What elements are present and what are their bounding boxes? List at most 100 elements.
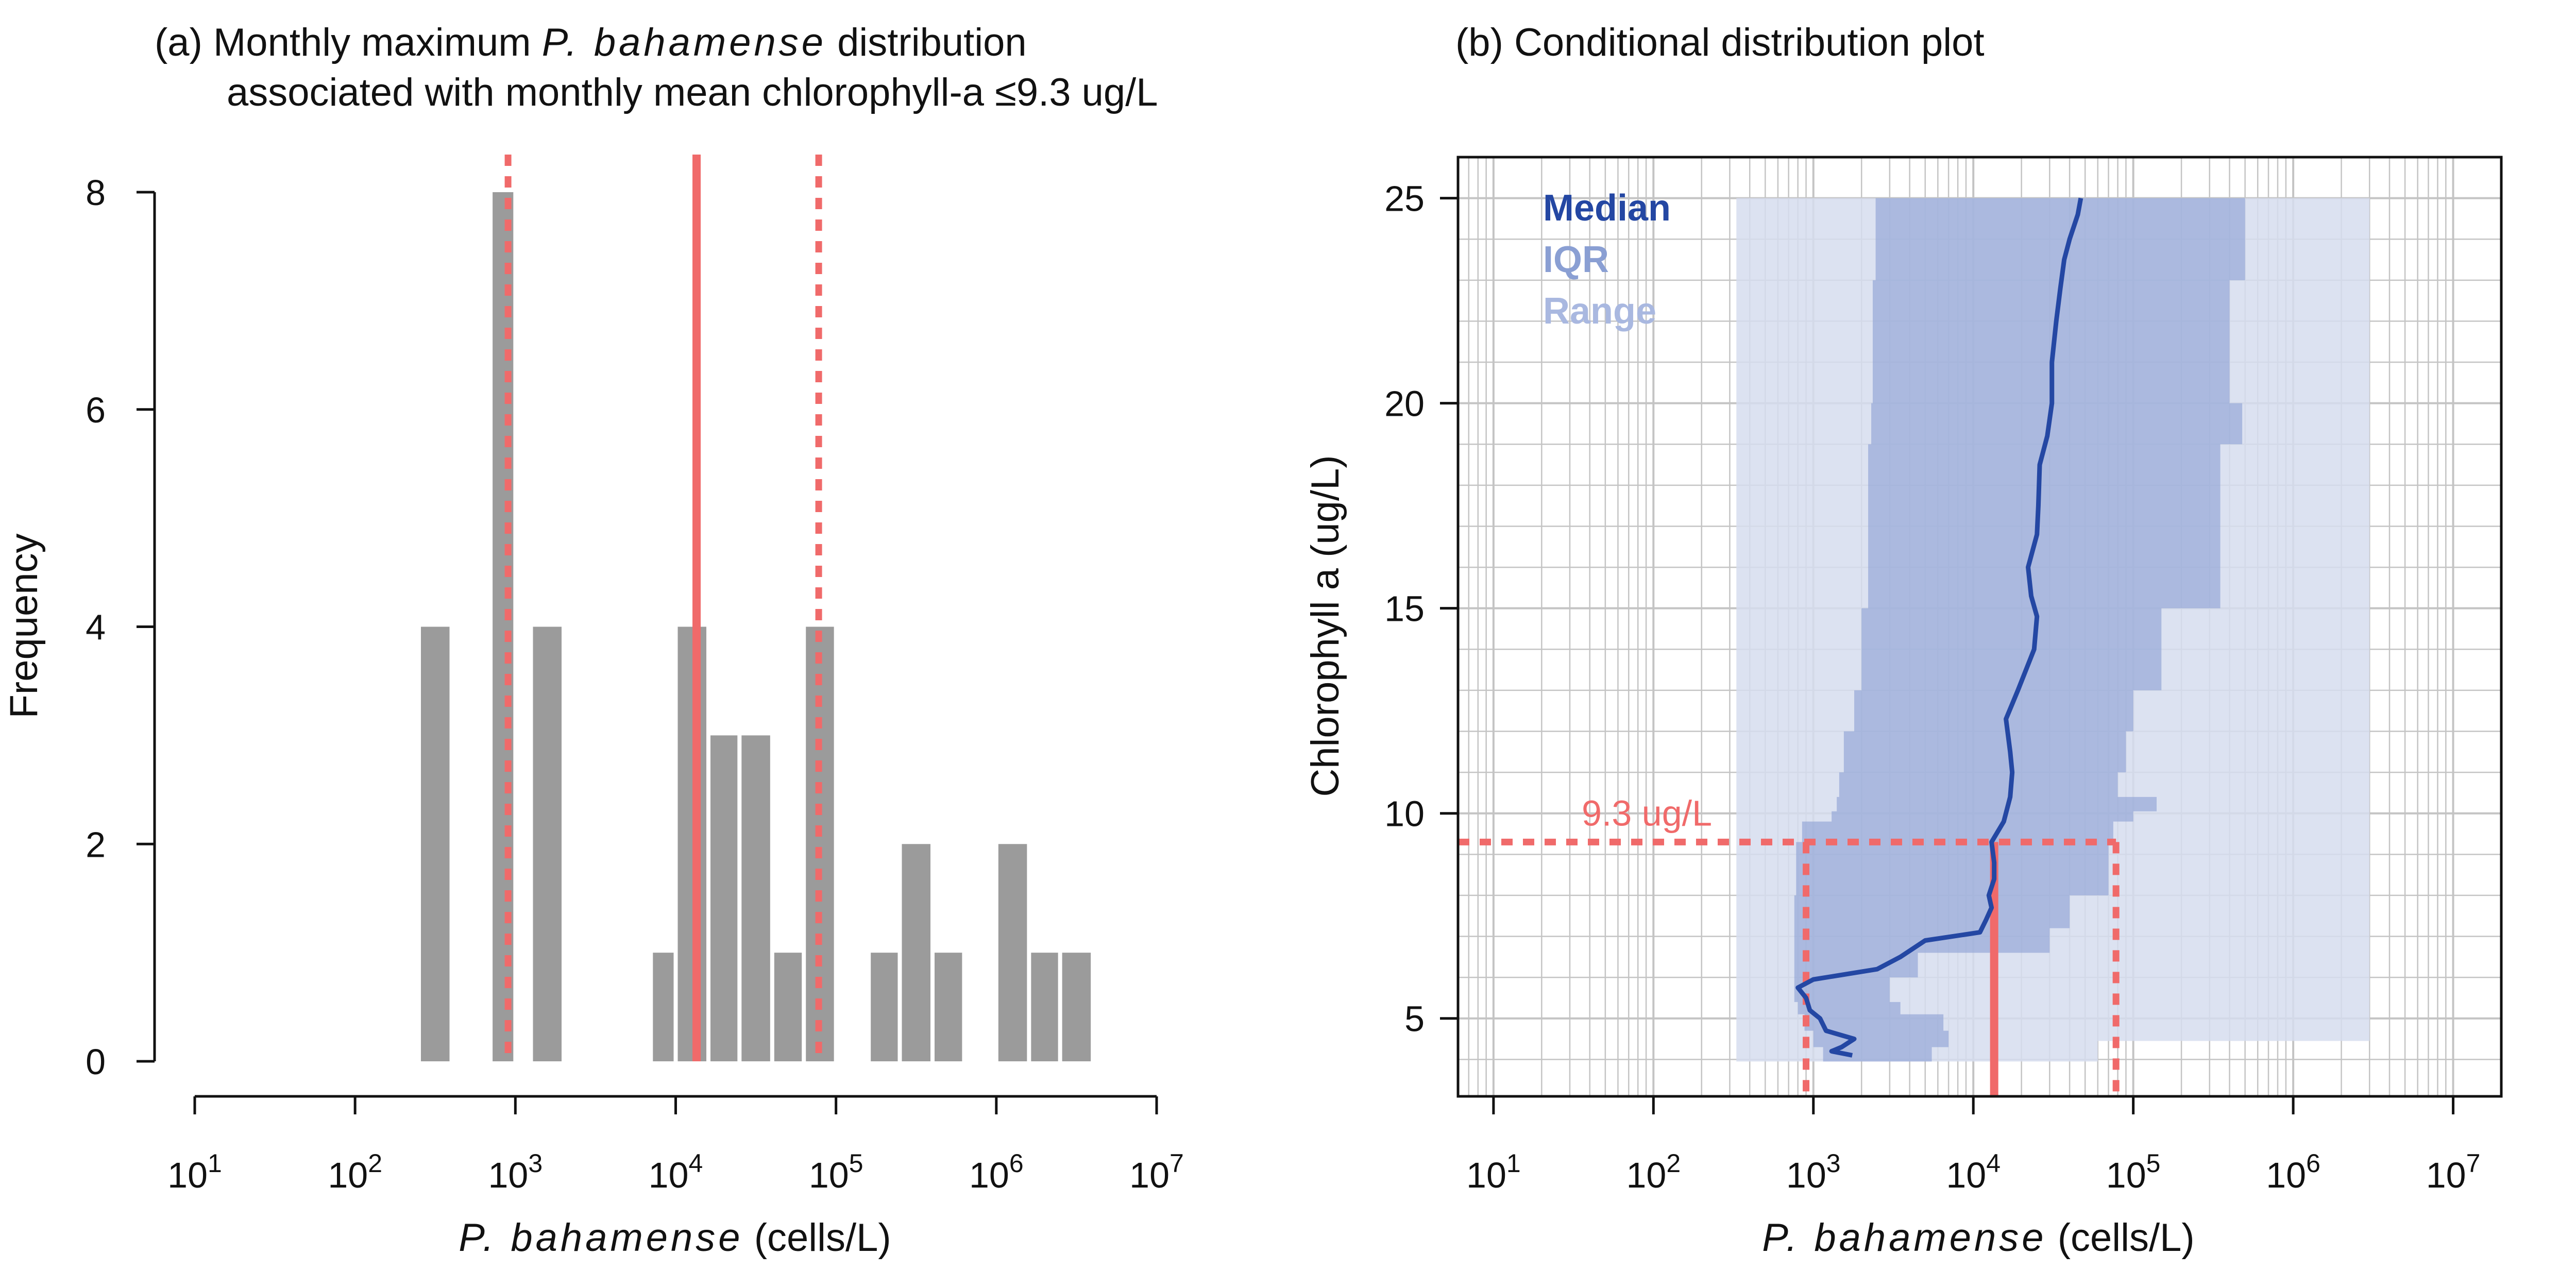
panel-b-y-tick-label-3: 20: [1384, 384, 1425, 424]
histogram-bar-6: [741, 735, 770, 1061]
panel-b-x-axis-title: P. bahamense (cells/L): [1762, 1216, 2194, 1260]
histogram-bar-7: [774, 953, 802, 1061]
panel-a-x-tick-label-6-base: 10: [1129, 1155, 1170, 1195]
panel-a-x-tick-label-3: 104: [649, 1149, 703, 1195]
panel-b-x-tick-label-6: 107: [2426, 1149, 2481, 1195]
panel-b-y-tick-label-0: 5: [1404, 999, 1425, 1039]
histogram-bar-9: [871, 953, 898, 1061]
panel-a-x-tick-label-5: 106: [969, 1149, 1024, 1195]
panel-b-x-tick-label-4: 105: [2106, 1149, 2161, 1195]
panel-b-x-axis: 101 102 103 104 105 106 107: [1466, 1096, 2480, 1195]
panel-b-x-tick-label-5: 106: [2266, 1149, 2320, 1195]
panel-b-x-tick-label-2-base: 10: [1786, 1155, 1826, 1195]
histogram-bar-5: [710, 735, 738, 1061]
panel-b-x-tick-label-1-exp: 2: [1666, 1149, 1681, 1178]
panel-a-y-tick-label-4: 8: [86, 173, 106, 213]
panel-a-x-tick-label-6: 107: [1129, 1149, 1184, 1195]
panel-b-y-tick-label-1: 10: [1384, 794, 1425, 834]
panel-a-y-tick-label-2: 4: [86, 607, 106, 648]
panel-b-bands: [1736, 198, 2370, 1062]
panel-b-x-tick-label-5-base: 10: [2266, 1155, 2306, 1195]
histogram-bar-1: [493, 192, 514, 1061]
panel-b-x-tick-label-2-exp: 3: [1826, 1149, 1841, 1178]
panel-a-x-axis-title-rest: (cells/L): [743, 1216, 891, 1260]
panel-b-iqr-band: [1794, 198, 2269, 1062]
panel-b-x-tick-label-2: 103: [1786, 1149, 1841, 1195]
panel-a-x-axis-title: P. bahamense (cells/L): [459, 1216, 891, 1260]
panel-a-x-tick-label-3-exp: 4: [689, 1149, 703, 1178]
panel-a-x-tick-label-4-base: 10: [809, 1155, 849, 1195]
panel-b-threshold-label: 9.3 ug/L: [1582, 793, 1712, 833]
panel-b-x-tick-label-3: 104: [1946, 1149, 2001, 1195]
panel-b-x-tick-label-3-exp: 4: [1986, 1149, 2001, 1178]
panel-b-x-tick-label-5-exp: 6: [2306, 1149, 2320, 1178]
panel-a-x-tick-label-5-exp: 6: [1009, 1149, 1024, 1178]
panel-a-x-tick-label-1-exp: 2: [368, 1149, 382, 1178]
panel-a-x-tick-label-5-base: 10: [969, 1155, 1009, 1195]
panel-b-legend-item-0: Median: [1543, 188, 1671, 229]
histogram-bar-8: [806, 626, 834, 1061]
panel-b-x-tick-label-0: 101: [1466, 1149, 1521, 1195]
panel-b-x-tick-label-4-exp: 5: [2146, 1149, 2161, 1178]
panel-a-y-tick-label-0: 0: [86, 1042, 106, 1082]
panel-b-y-tick-label-4: 25: [1384, 179, 1425, 219]
panel-b-plot-frame: [1456, 156, 2503, 1098]
panel-b-x-axis-title-italic: P. bahamense: [1762, 1216, 2046, 1260]
histogram-bar-10: [902, 844, 931, 1061]
panel-b-x-tick-label-6-exp: 7: [2466, 1149, 2481, 1178]
panel-b-y-tick-label-2: 15: [1384, 589, 1425, 629]
panel-a-title-suffix: distribution: [826, 21, 1027, 64]
panel-a-x-tick-label-0: 101: [167, 1149, 222, 1195]
panel-b-legend-item-2: Range: [1543, 291, 1656, 332]
panel-a-x-tick-label-2-base: 10: [488, 1155, 528, 1195]
panel-a-x-tick-label-4: 105: [809, 1149, 863, 1195]
histogram-bar-11: [935, 953, 962, 1061]
panel-b-title: (b) Conditional distribution plot: [1455, 21, 1985, 64]
histogram-bar-2: [533, 626, 562, 1061]
panel-a-x-axis: 101 102 103 104 105 106 107: [167, 1095, 1184, 1195]
panel-a-x-axis-title-italic: P. bahamense: [459, 1216, 743, 1260]
histogram-bar-3: [653, 953, 674, 1061]
panel-b-median-line: [1795, 197, 2083, 1058]
panel-a-x-tick-label-1-base: 10: [328, 1155, 368, 1195]
panel-a-title: (a) Monthly maximum P. bahamense distrib…: [155, 21, 1027, 64]
panel-a-y-tick-label-3: 6: [86, 390, 106, 430]
panel-b-y-axis-title: Chlorophyll a (ug/L): [1303, 455, 1347, 796]
panel-a-title-prefix: (a) Monthly maximum: [155, 21, 542, 64]
panel-b-legend-item-1: IQR: [1543, 239, 1609, 280]
panel-b-x-axis-title-rest: (cells/L): [2047, 1216, 2195, 1260]
panel-b-x-tick-label-1: 102: [1626, 1149, 1681, 1195]
panel-a-y-axis-title: Frequency: [2, 533, 46, 718]
histogram-bar-0: [420, 626, 450, 1061]
panel-a-x-tick-label-2-exp: 3: [528, 1149, 543, 1178]
panel-a-x-tick-label-0-base: 10: [167, 1155, 208, 1195]
histogram-bar-12: [998, 844, 1027, 1061]
panel-b-x-tick-label-0-base: 10: [1466, 1155, 1506, 1195]
panel-a-x-tick-label-0-exp: 1: [208, 1149, 222, 1178]
panel-b-median: [1795, 197, 2083, 1058]
panel-a-title-line2: associated with monthly mean chlorophyll…: [227, 71, 1158, 114]
panel-a-reference-lines: [504, 155, 822, 1061]
panel-b-x-tick-label-4-base: 10: [2106, 1155, 2146, 1195]
panel-b-x-tick-label-3-base: 10: [1946, 1155, 1986, 1195]
panel-b-x-tick-label-1-base: 10: [1626, 1155, 1666, 1195]
panel-b-legend: Median IQR Range: [1543, 188, 1671, 332]
panel-a-bars: [420, 192, 1091, 1061]
histogram-bar-4: [677, 626, 707, 1061]
panel-b-conditional-plot: (b) Conditional distribution plot 9.3 ug…: [1303, 21, 2503, 1260]
panel-a-title-italic: P. bahamense: [542, 21, 826, 64]
panel-a-histogram: (a) Monthly maximum P. bahamense distrib…: [2, 21, 1184, 1260]
panel-b-x-tick-label-6-base: 10: [2426, 1155, 2466, 1195]
panel-b-threshold-lines: 9.3 ug/L: [1458, 793, 2120, 1096]
panel-a-x-tick-label-3-base: 10: [649, 1155, 689, 1195]
panel-b-x-tick-label-0-exp: 1: [1506, 1149, 1521, 1178]
panel-a-y-tick-label-1: 2: [86, 824, 106, 865]
panel-a-x-tick-label-2: 103: [488, 1149, 543, 1195]
panel-a-x-tick-label-4-exp: 5: [849, 1149, 863, 1178]
panel-a-y-axis: 0 2 4 6 8: [86, 173, 156, 1082]
panel-a-x-tick-label-1: 102: [328, 1149, 382, 1195]
panel-b-y-axis: 5 10 15 20 25: [1384, 179, 1458, 1039]
histogram-bar-13: [1031, 953, 1058, 1061]
histogram-bar-14: [1062, 953, 1091, 1061]
